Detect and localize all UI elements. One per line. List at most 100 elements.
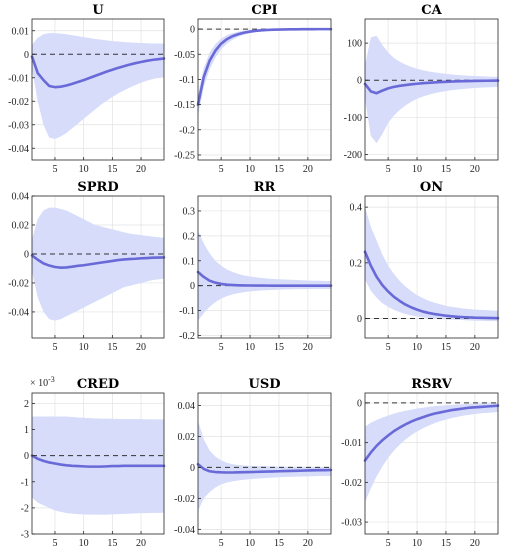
y-tick-label: 0 xyxy=(24,451,29,462)
y-tick-label: -3 xyxy=(21,530,29,541)
x-tick-label: 10 xyxy=(79,164,89,175)
y-tick-label: -0.04 xyxy=(8,144,29,155)
panel-title-ca: CA xyxy=(421,3,442,18)
x-tick-label: 10 xyxy=(245,164,255,175)
y-tick-label: 0.04 xyxy=(12,192,30,203)
response-line-rr xyxy=(196,270,333,287)
panel-title-on: ON xyxy=(420,180,443,195)
y-tick-label: -0.25 xyxy=(174,150,195,161)
y-tick-label: -0.2 xyxy=(179,331,195,342)
x-tick-label: 15 xyxy=(274,164,284,175)
y-tick-label: 0 xyxy=(357,314,362,325)
y-tick-label: -0.04 xyxy=(8,307,29,318)
confidence-band-usd xyxy=(198,420,331,511)
axes-frame xyxy=(197,392,332,535)
x-tick-label: 20 xyxy=(470,342,480,353)
y-tick-label: -0.05 xyxy=(174,50,195,61)
y-tick-label: -0.2 xyxy=(179,125,195,136)
x-tick-label: 20 xyxy=(136,538,146,549)
y-tick-label: 0 xyxy=(357,76,362,87)
confidence-band-rsrv xyxy=(365,402,498,503)
y-tick-label: 2 xyxy=(24,399,29,410)
y-tick-label: 0 xyxy=(190,281,195,292)
panel-cpi: CPI 5 10 15 20 -0.25 -0.2 -0.15 -0.1 -0.05 0 xyxy=(174,3,333,175)
y-tick-label: 1 xyxy=(24,425,29,436)
confidence-band-ca xyxy=(365,35,498,144)
y-tick-label: -0.03 xyxy=(8,120,29,131)
y-tick-label: -0.01 xyxy=(8,73,29,84)
y-tick-label: -0.02 xyxy=(174,494,195,505)
y-tick-label: 0.1 xyxy=(183,256,196,267)
x-tick-label: 5 xyxy=(386,342,391,353)
y-tick-label: -0.02 xyxy=(341,478,362,489)
y-tick-label: -0.03 xyxy=(341,518,362,529)
x-tick-label: 5 xyxy=(52,342,57,353)
panel-title-cpi: CPI xyxy=(251,3,277,18)
panel-usd: USD 5 10 15 20 -0.04 -0.02 0 0.02 0.04 xyxy=(174,377,333,549)
confidence-band-rr xyxy=(198,230,331,321)
axes-frame xyxy=(31,195,165,339)
panel-sprd: SPRD 5 10 15 20 -0.04 -0.02 0 0.02 0.04 xyxy=(8,180,166,353)
confidence-band-u xyxy=(32,33,164,139)
x-tick-label: 20 xyxy=(303,164,313,175)
y-tick-label: 0.4 xyxy=(350,203,363,214)
x-tick-label: 20 xyxy=(470,164,480,175)
x-tick-label: 5 xyxy=(52,538,57,549)
response-line-usd xyxy=(196,462,333,474)
y-tick-label: -0.01 xyxy=(341,438,362,449)
axes-frame xyxy=(31,392,165,535)
y-tick-label: -0.02 xyxy=(8,278,29,289)
y-tick-label: 0 xyxy=(357,398,362,409)
x-tick-label: 5 xyxy=(219,164,224,175)
response-line-sprd xyxy=(30,254,166,270)
response-line-cpi xyxy=(196,27,333,106)
x-tick-label: 10 xyxy=(79,538,89,549)
y-tick-label: 0.3 xyxy=(183,206,196,217)
panel-title-rsrv: RSRV xyxy=(411,377,453,392)
response-line-on xyxy=(363,250,500,320)
x-tick-label: 15 xyxy=(441,342,451,353)
x-tick-label: 20 xyxy=(303,538,313,549)
x-tick-label: 15 xyxy=(441,538,451,549)
panel-title-rr: RR xyxy=(254,180,276,195)
x-tick-label: 5 xyxy=(219,342,224,353)
y-tick-label: 100 xyxy=(347,39,362,50)
y-tick-label: -2 xyxy=(21,503,29,514)
axes-frame xyxy=(364,18,499,161)
x-tick-label: 15 xyxy=(107,538,117,549)
x-tick-label: 15 xyxy=(274,538,284,549)
x-tick-label: 5 xyxy=(386,538,391,549)
y-tick-label: -0.1 xyxy=(179,306,195,317)
panel-title-sprd: SPRD xyxy=(77,180,118,195)
x-tick-label: 10 xyxy=(245,342,255,353)
panel-rsrv: RSRV 5 10 15 20 -0.03 -0.02 -0.01 0 xyxy=(341,377,500,549)
x-tick-label: 15 xyxy=(441,164,451,175)
y-tick-label: 0.04 xyxy=(178,401,196,412)
confidence-band-on xyxy=(365,207,498,322)
x-tick-label: 10 xyxy=(412,342,422,353)
confidence-band-cpi xyxy=(198,29,331,116)
y-tick-label: 0 xyxy=(190,25,195,36)
panel-title-usd: USD xyxy=(249,377,281,392)
x-tick-label: 10 xyxy=(412,538,422,549)
y-tick-label: -1 xyxy=(21,477,29,488)
y-tick-label: 0.02 xyxy=(178,432,196,443)
x-tick-label: 20 xyxy=(136,342,146,353)
x-tick-label: 5 xyxy=(52,164,57,175)
y-tick-label: 0.2 xyxy=(350,258,363,269)
response-line-u xyxy=(30,55,166,89)
x-tick-label: 10 xyxy=(79,342,89,353)
response-line-ca xyxy=(363,79,500,95)
x-tick-label: 5 xyxy=(219,538,224,549)
x-tick-label: 20 xyxy=(470,538,480,549)
y-tick-label: 0.01 xyxy=(12,26,30,37)
y-tick-label: -0.1 xyxy=(179,75,195,86)
x-tick-label: 15 xyxy=(274,342,284,353)
axes-frame xyxy=(364,195,499,339)
y-tick-label: 0 xyxy=(24,50,29,61)
response-line-rsrv xyxy=(363,404,500,462)
y-tick-label: -0.04 xyxy=(174,525,195,536)
x-tick-label: 10 xyxy=(245,538,255,549)
x-tick-label: 15 xyxy=(107,342,117,353)
